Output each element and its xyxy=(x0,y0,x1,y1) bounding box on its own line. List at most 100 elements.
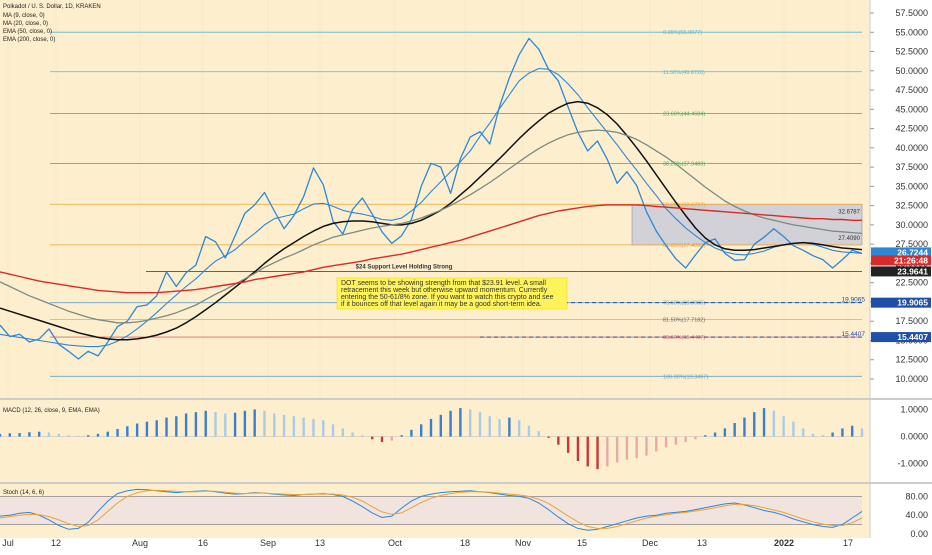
macd-bar xyxy=(155,420,158,437)
macd-bar xyxy=(126,426,129,437)
macd-bar xyxy=(331,424,335,437)
macd-bar xyxy=(0,433,2,437)
macd-bar xyxy=(860,428,864,437)
macd-axis-tick-label: 0.0000 xyxy=(900,432,928,442)
macd-bar xyxy=(361,435,364,437)
support-level[interactable]: $24 Support Level Holding Strong xyxy=(146,264,862,272)
fib-level-label: 100.00%(10.3497) xyxy=(663,374,708,380)
macd-bar xyxy=(47,432,51,437)
price-axis[interactable]: 57.5000 55.0000 52.5000 50.0000 47.5000 45.00… xyxy=(870,8,928,384)
macd-bar xyxy=(106,431,109,437)
stoch-axis-tick-label: 40.00 xyxy=(905,510,928,520)
time-axis-tick-label: 16 xyxy=(198,538,208,548)
price-series xyxy=(0,37,863,360)
dashed-level-label: 19.9065 xyxy=(842,297,866,304)
macd-bar xyxy=(498,418,501,437)
macd-bar xyxy=(135,423,139,437)
fib-level-label: 23.60%(44.4684) xyxy=(663,111,705,117)
macd-bar xyxy=(586,436,589,467)
zone-top-label: 32.6787 xyxy=(838,209,860,215)
macd-bar xyxy=(224,413,227,437)
series-line xyxy=(0,204,862,294)
price-axis-tick-label: 12.5000 xyxy=(895,355,928,365)
macd-bar xyxy=(733,423,736,437)
price-badge xyxy=(871,332,931,343)
macd-bar xyxy=(28,432,31,437)
price-axis-tick-label: 42.5000 xyxy=(895,124,928,134)
macd-bar xyxy=(576,436,580,461)
fib-level-label: 78.60%(19.9065) xyxy=(663,301,705,307)
series-line xyxy=(0,67,863,348)
macd-bar xyxy=(18,433,21,437)
macd-bar xyxy=(645,436,648,456)
fib-level-label: 88.60%(15.4407) xyxy=(663,335,705,341)
macd-bar xyxy=(273,413,276,437)
macd-title: MACD (12, 26, close, 9, EMA, EMA) xyxy=(3,408,100,414)
price-badge-label: 21:26:48 xyxy=(894,255,928,265)
macd-bar xyxy=(478,412,482,437)
macd-bar xyxy=(606,436,609,467)
macd-bar xyxy=(851,425,854,437)
macd-pane-background xyxy=(0,400,870,482)
dashed-level-label: 15.4407 xyxy=(842,331,866,338)
stoch-line xyxy=(0,489,863,529)
macd-bar xyxy=(772,410,776,437)
fib-level-label: 38.20%(37.9483) xyxy=(663,162,705,168)
note-background xyxy=(336,277,568,310)
macd-bar xyxy=(527,425,531,437)
series-line xyxy=(0,100,863,341)
macd-bar xyxy=(184,413,188,437)
macd-bar xyxy=(204,410,207,437)
macd-axis-tick-label: -1.0000 xyxy=(897,459,928,469)
macd-bar xyxy=(459,408,462,437)
time-axis[interactable]: Jul 12 Aug 16 Sep 13 Oct 18 Nov 15 Dec 13 2022 17 xyxy=(2,538,853,548)
macd-bar xyxy=(165,417,168,437)
price-badge xyxy=(871,266,931,277)
zone-bottom-label: 27.4090 xyxy=(838,236,860,242)
indicator-ma9: MA (9, close, 0) xyxy=(3,13,45,19)
macd-bar xyxy=(86,435,90,437)
analysis-note[interactable]: DOT seems to be showing strength from th… xyxy=(336,277,568,310)
macd-bar xyxy=(282,414,286,437)
note-line-3: entering the 50-61/8% zone. If you want … xyxy=(341,294,554,301)
indicator-ema50: EMA (50, close, 0) xyxy=(3,29,52,35)
stoch-axis-tick-label: 80.00 xyxy=(905,491,928,501)
time-axis-tick-label: 15 xyxy=(577,538,587,548)
indicator-ema200: EMA (200, close, 0) xyxy=(3,37,55,43)
macd-bar xyxy=(77,435,80,437)
time-axis-tick-label: 18 xyxy=(460,538,470,548)
fib-retracement[interactable]: 0.00%(55.0077) 11.50%(49.8720) 23.60%(44.4… xyxy=(50,30,865,380)
macd-bar xyxy=(322,420,325,437)
time-axis-tick-label: Dec xyxy=(642,538,659,548)
stoch-band xyxy=(0,496,862,525)
macd-bar xyxy=(655,436,658,452)
macd-bar xyxy=(664,436,668,448)
price-axis-tick-label: 32.5000 xyxy=(895,201,928,211)
price-axis-tick-label: 17.5000 xyxy=(895,316,928,326)
macd-bar xyxy=(684,436,687,442)
macd-bar xyxy=(420,424,423,437)
macd-bar xyxy=(508,417,511,437)
time-axis-tick-label: Jul xyxy=(2,538,14,548)
note-line-4: if it bounces off that level again it ma… xyxy=(341,301,542,308)
support-line-label: $24 Support Level Holding Strong xyxy=(356,264,453,270)
macd-bar xyxy=(214,412,217,437)
macd-bar xyxy=(841,428,844,437)
time-axis-tick-label: Aug xyxy=(132,538,148,548)
chart-title: Polkadot / U. S. Dollar, 1D, KRAKEN xyxy=(3,4,101,10)
macd-bar xyxy=(762,408,766,437)
time-axis-tick-label: Oct xyxy=(388,538,403,548)
price-axis-tick-label: 30.0000 xyxy=(895,220,928,230)
time-axis-tick-label: Nov xyxy=(515,538,532,548)
price-axis-tick-label: 50.0000 xyxy=(895,66,928,76)
price-axis-tick-label: 55.0000 xyxy=(895,27,928,37)
macd-bar xyxy=(8,433,11,437)
series-line xyxy=(0,37,863,360)
macd-bar xyxy=(723,428,727,437)
macd-bar xyxy=(439,414,442,437)
macd-bar xyxy=(557,436,560,445)
price-axis-tick-label: 10.0000 xyxy=(895,374,928,384)
